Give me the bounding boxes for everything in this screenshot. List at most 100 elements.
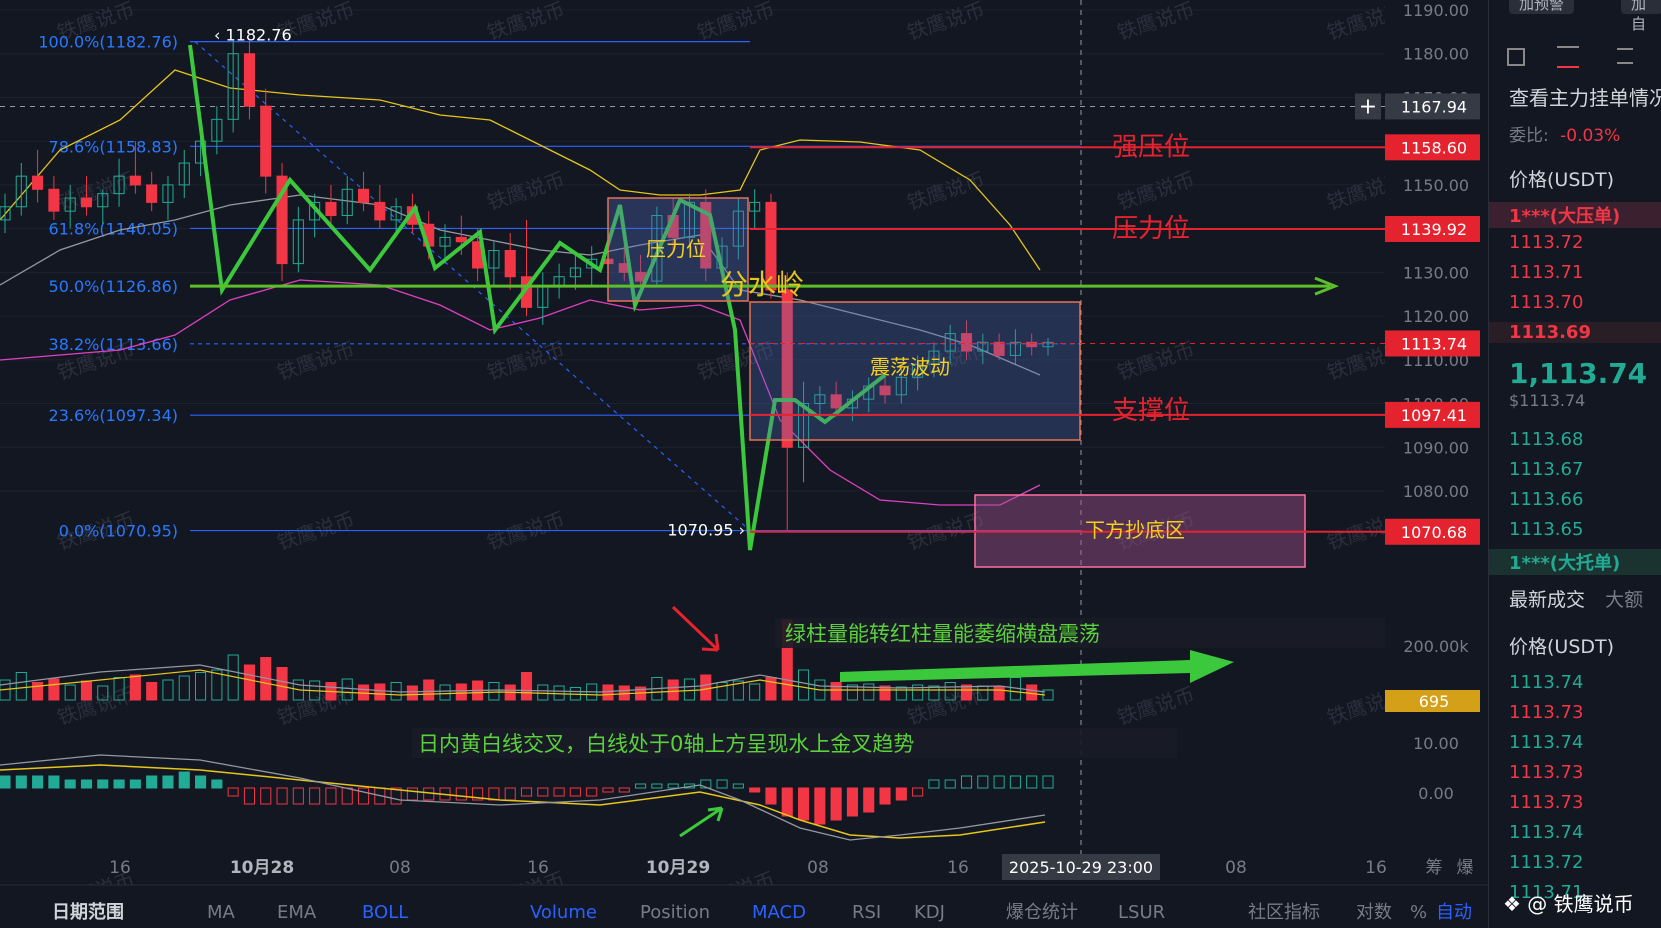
- candle-body: [651, 215, 663, 282]
- toolbar-item-5[interactable]: Position: [640, 902, 710, 923]
- time-tick-label: 16: [947, 858, 969, 878]
- candle-body: [32, 175, 44, 190]
- tab-latest-trades[interactable]: 最新成交: [1509, 589, 1586, 611]
- watermark-text: 铁鹰说币: [1114, 682, 1198, 730]
- candle-body: [80, 197, 93, 208]
- ask-row: 1113.71: [1509, 262, 1584, 283]
- liquidation-tag[interactable]: 爆: [1457, 858, 1474, 878]
- toolbar-item-3[interactable]: BOLL: [362, 902, 408, 923]
- candle-body: [814, 394, 826, 405]
- price-tick-label: 1120.00: [1403, 307, 1469, 326]
- candle-body: [146, 184, 158, 203]
- volume-bar: [716, 682, 728, 701]
- candle-body: [732, 210, 744, 247]
- macd-histogram-bar: [993, 775, 1005, 789]
- plus-icon[interactable]: +: [1359, 94, 1377, 119]
- volume-bar: [667, 679, 679, 701]
- toolbar-item-7[interactable]: RSI: [852, 902, 881, 923]
- volume-bar: [341, 678, 353, 701]
- macd-histogram-bar: [569, 787, 581, 797]
- tab-large-trades[interactable]: 大额: [1605, 589, 1644, 611]
- add-level-button[interactable]: [1355, 93, 1381, 120]
- macd-signal-line: [0, 764, 1046, 839]
- macd-histogram-bar: [423, 787, 435, 801]
- box-resistance-label: 压力位: [646, 237, 706, 261]
- candle-body: [749, 201, 761, 212]
- toolbar-item-14[interactable]: 自动: [1436, 902, 1472, 923]
- toolbar-item-1[interactable]: MA: [207, 902, 236, 923]
- fib-level-label: 0.0%(1070.95): [59, 522, 178, 541]
- macd-histogram-bar: [309, 787, 321, 805]
- volume-bar: [195, 672, 207, 701]
- macd-histogram-bar: [977, 775, 989, 789]
- time-tick-label: 08: [389, 858, 411, 878]
- trade-row: 1113.73: [1509, 792, 1584, 813]
- add-button[interactable]: 加自: [1621, 0, 1661, 33]
- volume-note: 绿柱量能转红柱量能萎缩横盘震荡: [785, 622, 1100, 646]
- volume-bar: [488, 682, 500, 701]
- trade-row: 1113.74: [1509, 822, 1584, 843]
- toolbar-item-9[interactable]: 爆仓统计: [1006, 902, 1078, 923]
- price-level-label: 1139.92: [1401, 220, 1467, 239]
- macd-histogram-bar: [472, 787, 484, 801]
- volume-ma-line: [0, 669, 1046, 696]
- menu-icon[interactable]: [1617, 48, 1633, 64]
- macd-histogram-bar: [488, 787, 500, 801]
- list-icon[interactable]: [1557, 46, 1579, 68]
- macd-histogram-bar: [700, 779, 712, 789]
- volume-bar: [97, 685, 109, 701]
- volume-bar: [80, 680, 93, 701]
- toolbar-item-6[interactable]: MACD: [752, 902, 806, 923]
- volume-bar: [374, 683, 386, 701]
- candle-body: [781, 289, 793, 448]
- macd-histogram-bar: [797, 787, 810, 821]
- oscillation-label: 震荡波动: [870, 355, 950, 379]
- price-level-label: 1097.41: [1401, 406, 1467, 425]
- volume-bar: [993, 686, 1005, 701]
- toolbar-item-13[interactable]: %: [1410, 902, 1427, 923]
- volume-bar: [146, 682, 158, 701]
- candle-body: [993, 341, 1005, 356]
- volume-bar: [797, 669, 810, 701]
- brand-logo-icon: ❖: [1503, 892, 1521, 916]
- order-book-title[interactable]: 查看主力挂单情况: [1509, 86, 1661, 110]
- trade-row: 1113.73: [1509, 762, 1584, 783]
- toolbar-item-8[interactable]: KDJ: [914, 902, 945, 923]
- ratio-value: -0.03%: [1560, 126, 1621, 146]
- macd-histogram-bar: [928, 779, 940, 789]
- macd-histogram-bar: [260, 787, 272, 805]
- candle-body: [455, 236, 467, 243]
- macd-histogram-bar: [863, 787, 875, 813]
- time-tick-label: 08: [807, 858, 829, 878]
- chip-tag[interactable]: 筹: [1426, 858, 1443, 878]
- boll-upper-band: [0, 69, 1041, 271]
- candle-body: [64, 197, 76, 212]
- candle-body: [830, 394, 842, 409]
- toolbar-item-4[interactable]: Volume: [530, 902, 597, 923]
- watermark-text: 铁鹰说币: [484, 167, 568, 215]
- macd-histogram-bar: [64, 779, 76, 789]
- price-level-box: [1385, 401, 1480, 428]
- volume-bar: [830, 682, 842, 701]
- toolbar-item-12[interactable]: 对数: [1356, 902, 1392, 923]
- macd-histogram-bar: [586, 787, 598, 797]
- macd-histogram-bar: [243, 787, 256, 805]
- trade-row: 1113.71: [1509, 882, 1584, 903]
- toolbar-item-11[interactable]: 社区指标: [1248, 902, 1320, 923]
- toolbar-item-0[interactable]: 日期范围: [52, 901, 124, 923]
- alert-button[interactable]: 加预警: [1509, 0, 1575, 14]
- candle-body: [977, 341, 989, 352]
- price-level-box: [1385, 518, 1480, 545]
- macd-histogram-bar: [912, 787, 924, 797]
- toolbar-item-2[interactable]: EMA: [277, 902, 317, 923]
- fib-level-label: 100.0%(1182.76): [38, 33, 178, 52]
- toolbar-item-10[interactable]: LSUR: [1118, 902, 1165, 923]
- candle-body: [227, 53, 239, 120]
- macd-histogram-bar: [830, 787, 842, 821]
- panel-icons[interactable]: [1507, 46, 1647, 70]
- volume-bar: [276, 667, 288, 701]
- layout-icon[interactable]: [1507, 48, 1525, 66]
- macd-histogram-bar: [357, 787, 370, 805]
- crosshair-time-label: 2025-10-29 23:00: [1009, 858, 1153, 877]
